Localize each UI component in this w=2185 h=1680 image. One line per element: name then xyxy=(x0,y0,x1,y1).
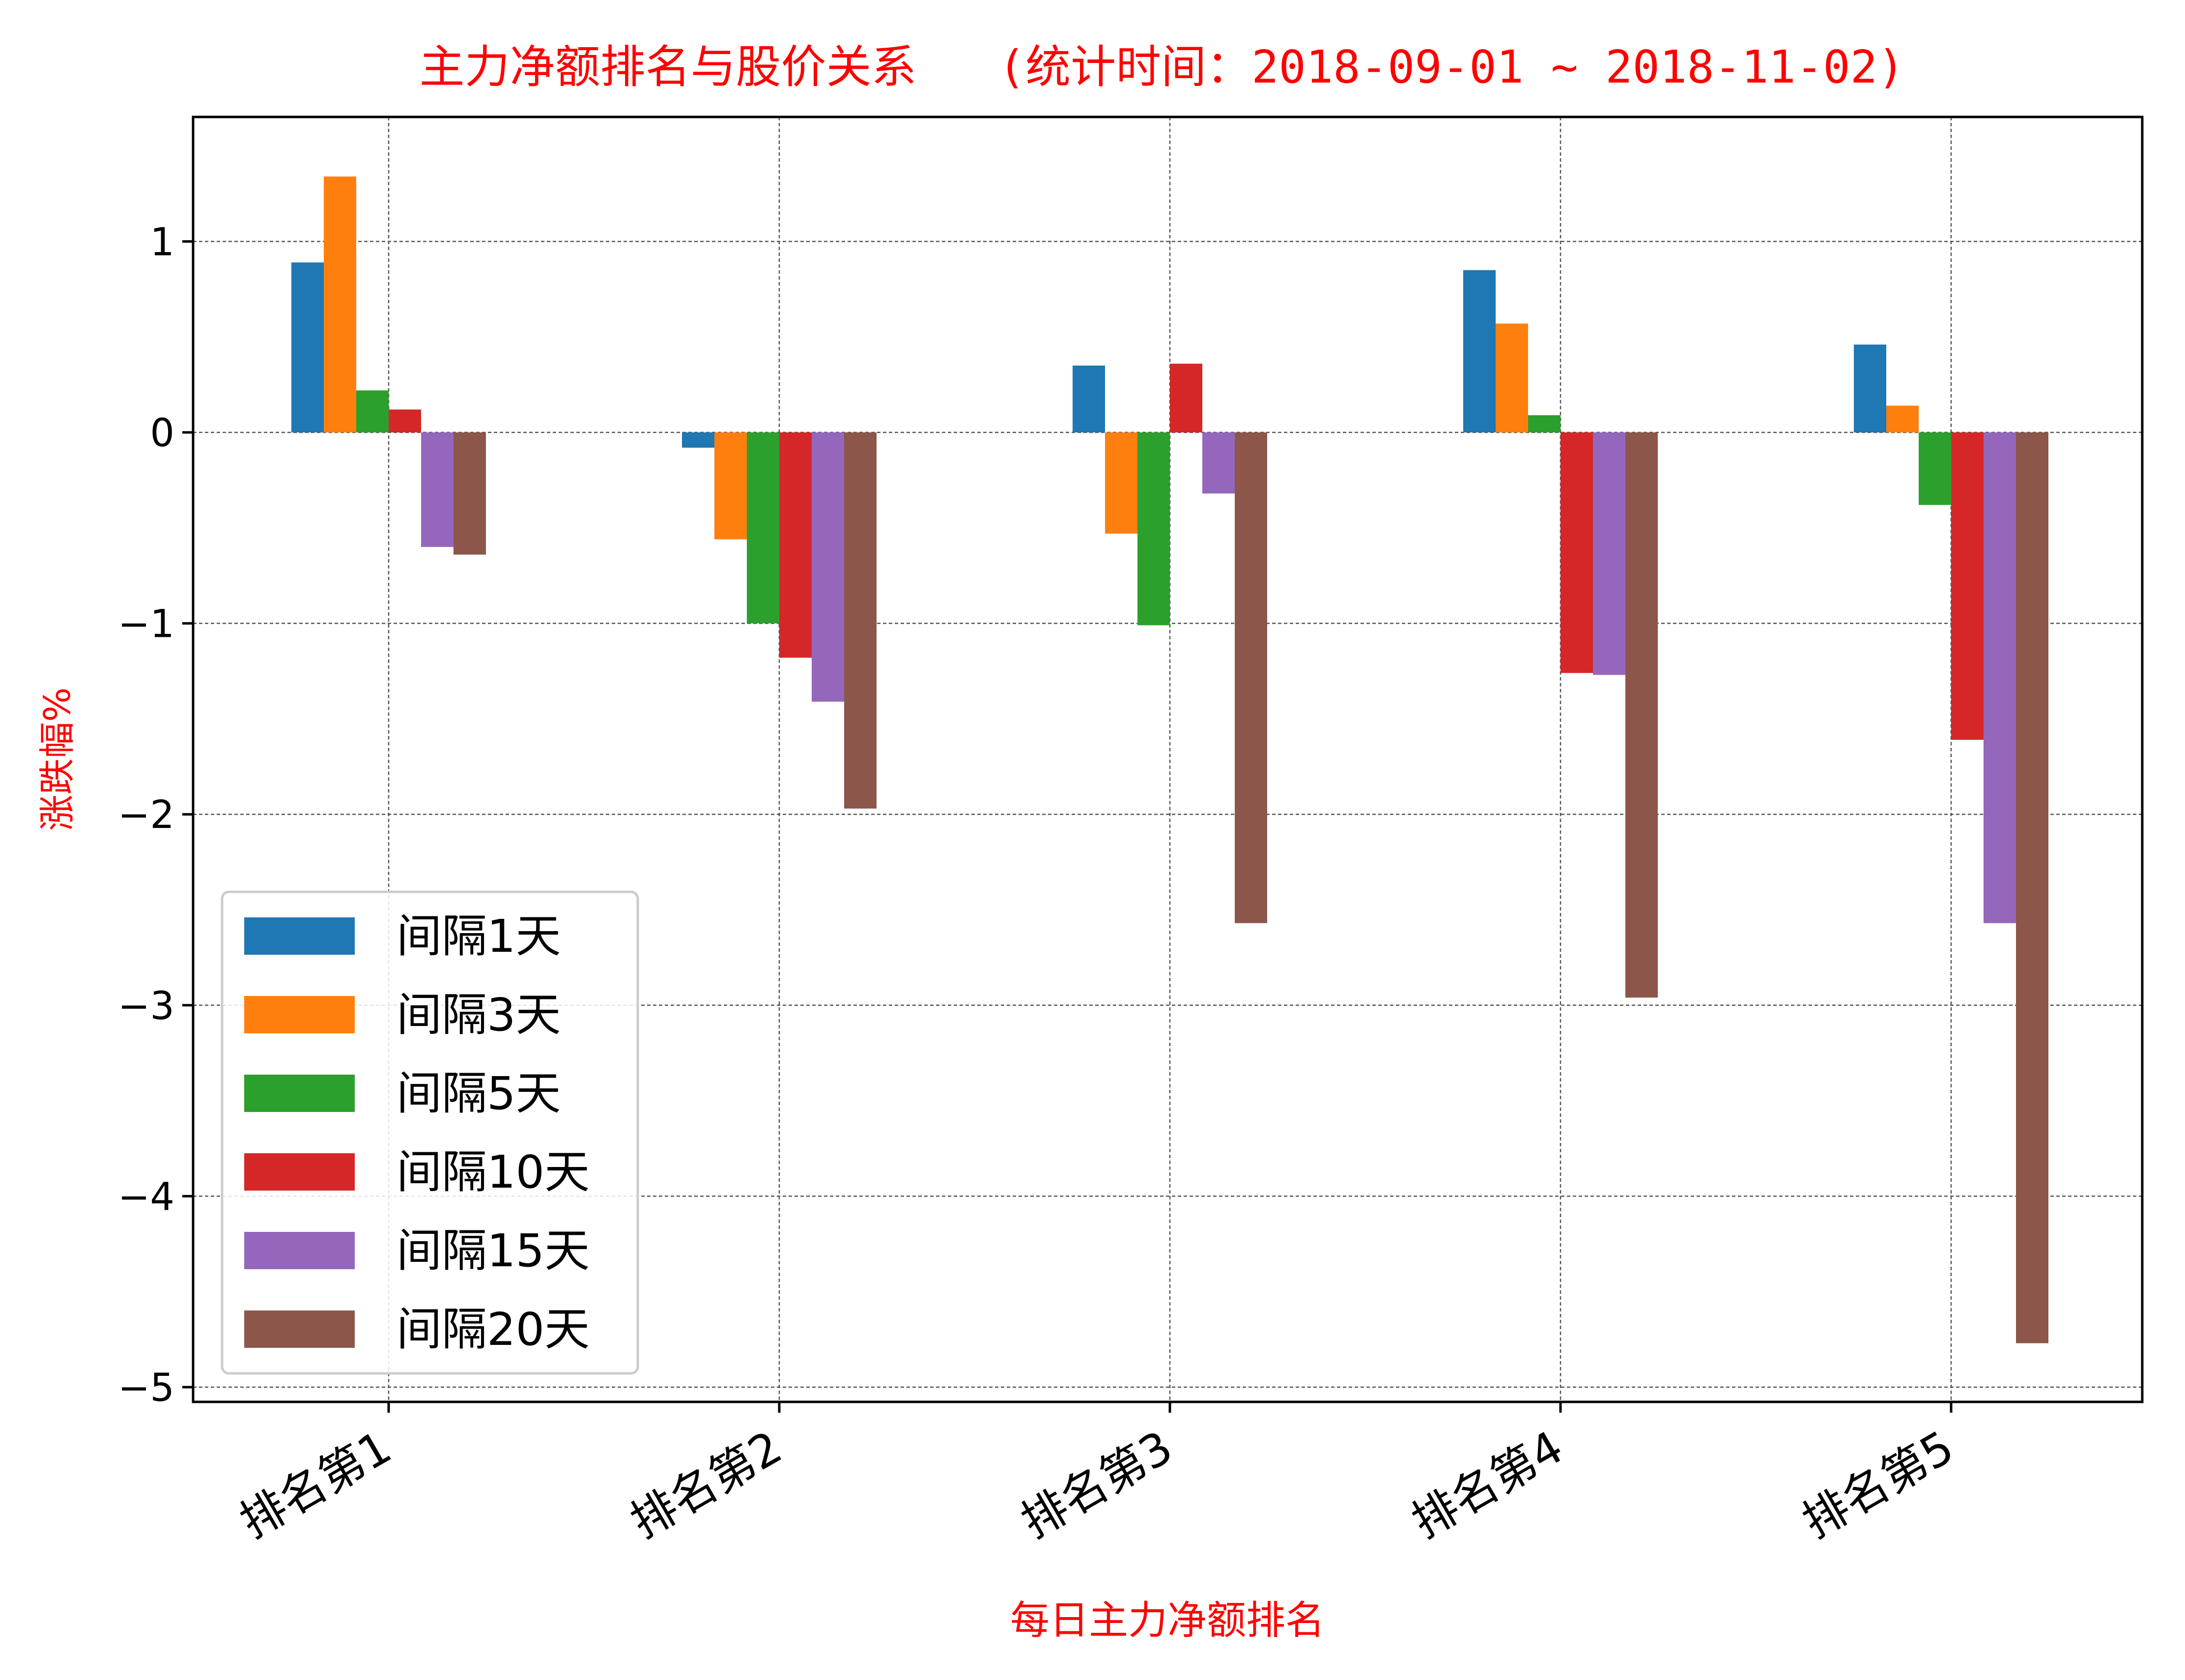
legend-label: 间隔1天 xyxy=(397,910,561,963)
bar xyxy=(714,432,747,540)
bar xyxy=(1170,364,1202,432)
plot-frame xyxy=(192,115,2144,1403)
x-axis-label: 每日主力净额排名 xyxy=(1010,1597,1325,1643)
bar xyxy=(1561,432,1593,673)
legend-label: 间隔3天 xyxy=(397,989,561,1041)
chart-title: 主力净额排名与股价关系 (统计时间：2018-09-01 ~ 2018-11-0… xyxy=(420,41,1905,93)
y-tick-label: −5 xyxy=(118,1366,174,1410)
legend-box xyxy=(221,890,639,1375)
bar xyxy=(1073,365,1105,432)
bar xyxy=(779,432,812,658)
bar xyxy=(1235,432,1267,923)
legend-swatch xyxy=(244,1232,355,1269)
y-axis: 1 0 −1 −2 −3 −4 −5 xyxy=(118,220,193,1410)
bar xyxy=(356,390,389,432)
y-tick-label: −2 xyxy=(118,793,174,837)
bar xyxy=(1593,432,1625,675)
legend-label: 间隔20天 xyxy=(397,1303,590,1356)
bar xyxy=(1919,432,1951,505)
legend-swatch xyxy=(244,1310,355,1348)
legend-label: 间隔15天 xyxy=(397,1224,590,1277)
bar xyxy=(1984,432,2016,923)
bar xyxy=(682,432,714,448)
bar xyxy=(421,432,454,547)
bar xyxy=(1625,432,1658,998)
bar xyxy=(844,432,877,809)
bar xyxy=(1886,405,1919,432)
bar xyxy=(1528,415,1561,432)
bar xyxy=(454,432,486,555)
bar xyxy=(1496,323,1528,432)
legend-swatch xyxy=(244,1075,355,1112)
y-tick-label: 1 xyxy=(150,220,174,264)
bar xyxy=(2016,432,2048,1343)
bar xyxy=(1105,432,1137,534)
y-tick-label: 0 xyxy=(150,411,174,456)
bar xyxy=(812,432,844,702)
bar xyxy=(1854,344,1886,432)
y-tick-label: −3 xyxy=(118,984,174,1028)
legend-label: 间隔10天 xyxy=(397,1146,590,1198)
bar xyxy=(1202,432,1235,494)
bar xyxy=(291,262,324,432)
y-tick-label: −1 xyxy=(118,602,174,647)
legend-swatch xyxy=(244,1153,355,1191)
legend-swatch xyxy=(244,996,355,1033)
bar xyxy=(389,409,421,432)
y-tick-label: −4 xyxy=(118,1175,174,1219)
legend-swatch xyxy=(244,917,355,955)
bar xyxy=(1463,270,1496,432)
y-axis-label: 涨跌幅% xyxy=(36,687,79,831)
bar xyxy=(747,432,779,624)
bar xyxy=(1137,432,1170,626)
legend-label: 间隔5天 xyxy=(397,1067,561,1120)
bar xyxy=(324,176,356,432)
bars xyxy=(291,176,2048,1343)
bar xyxy=(1951,432,1984,740)
